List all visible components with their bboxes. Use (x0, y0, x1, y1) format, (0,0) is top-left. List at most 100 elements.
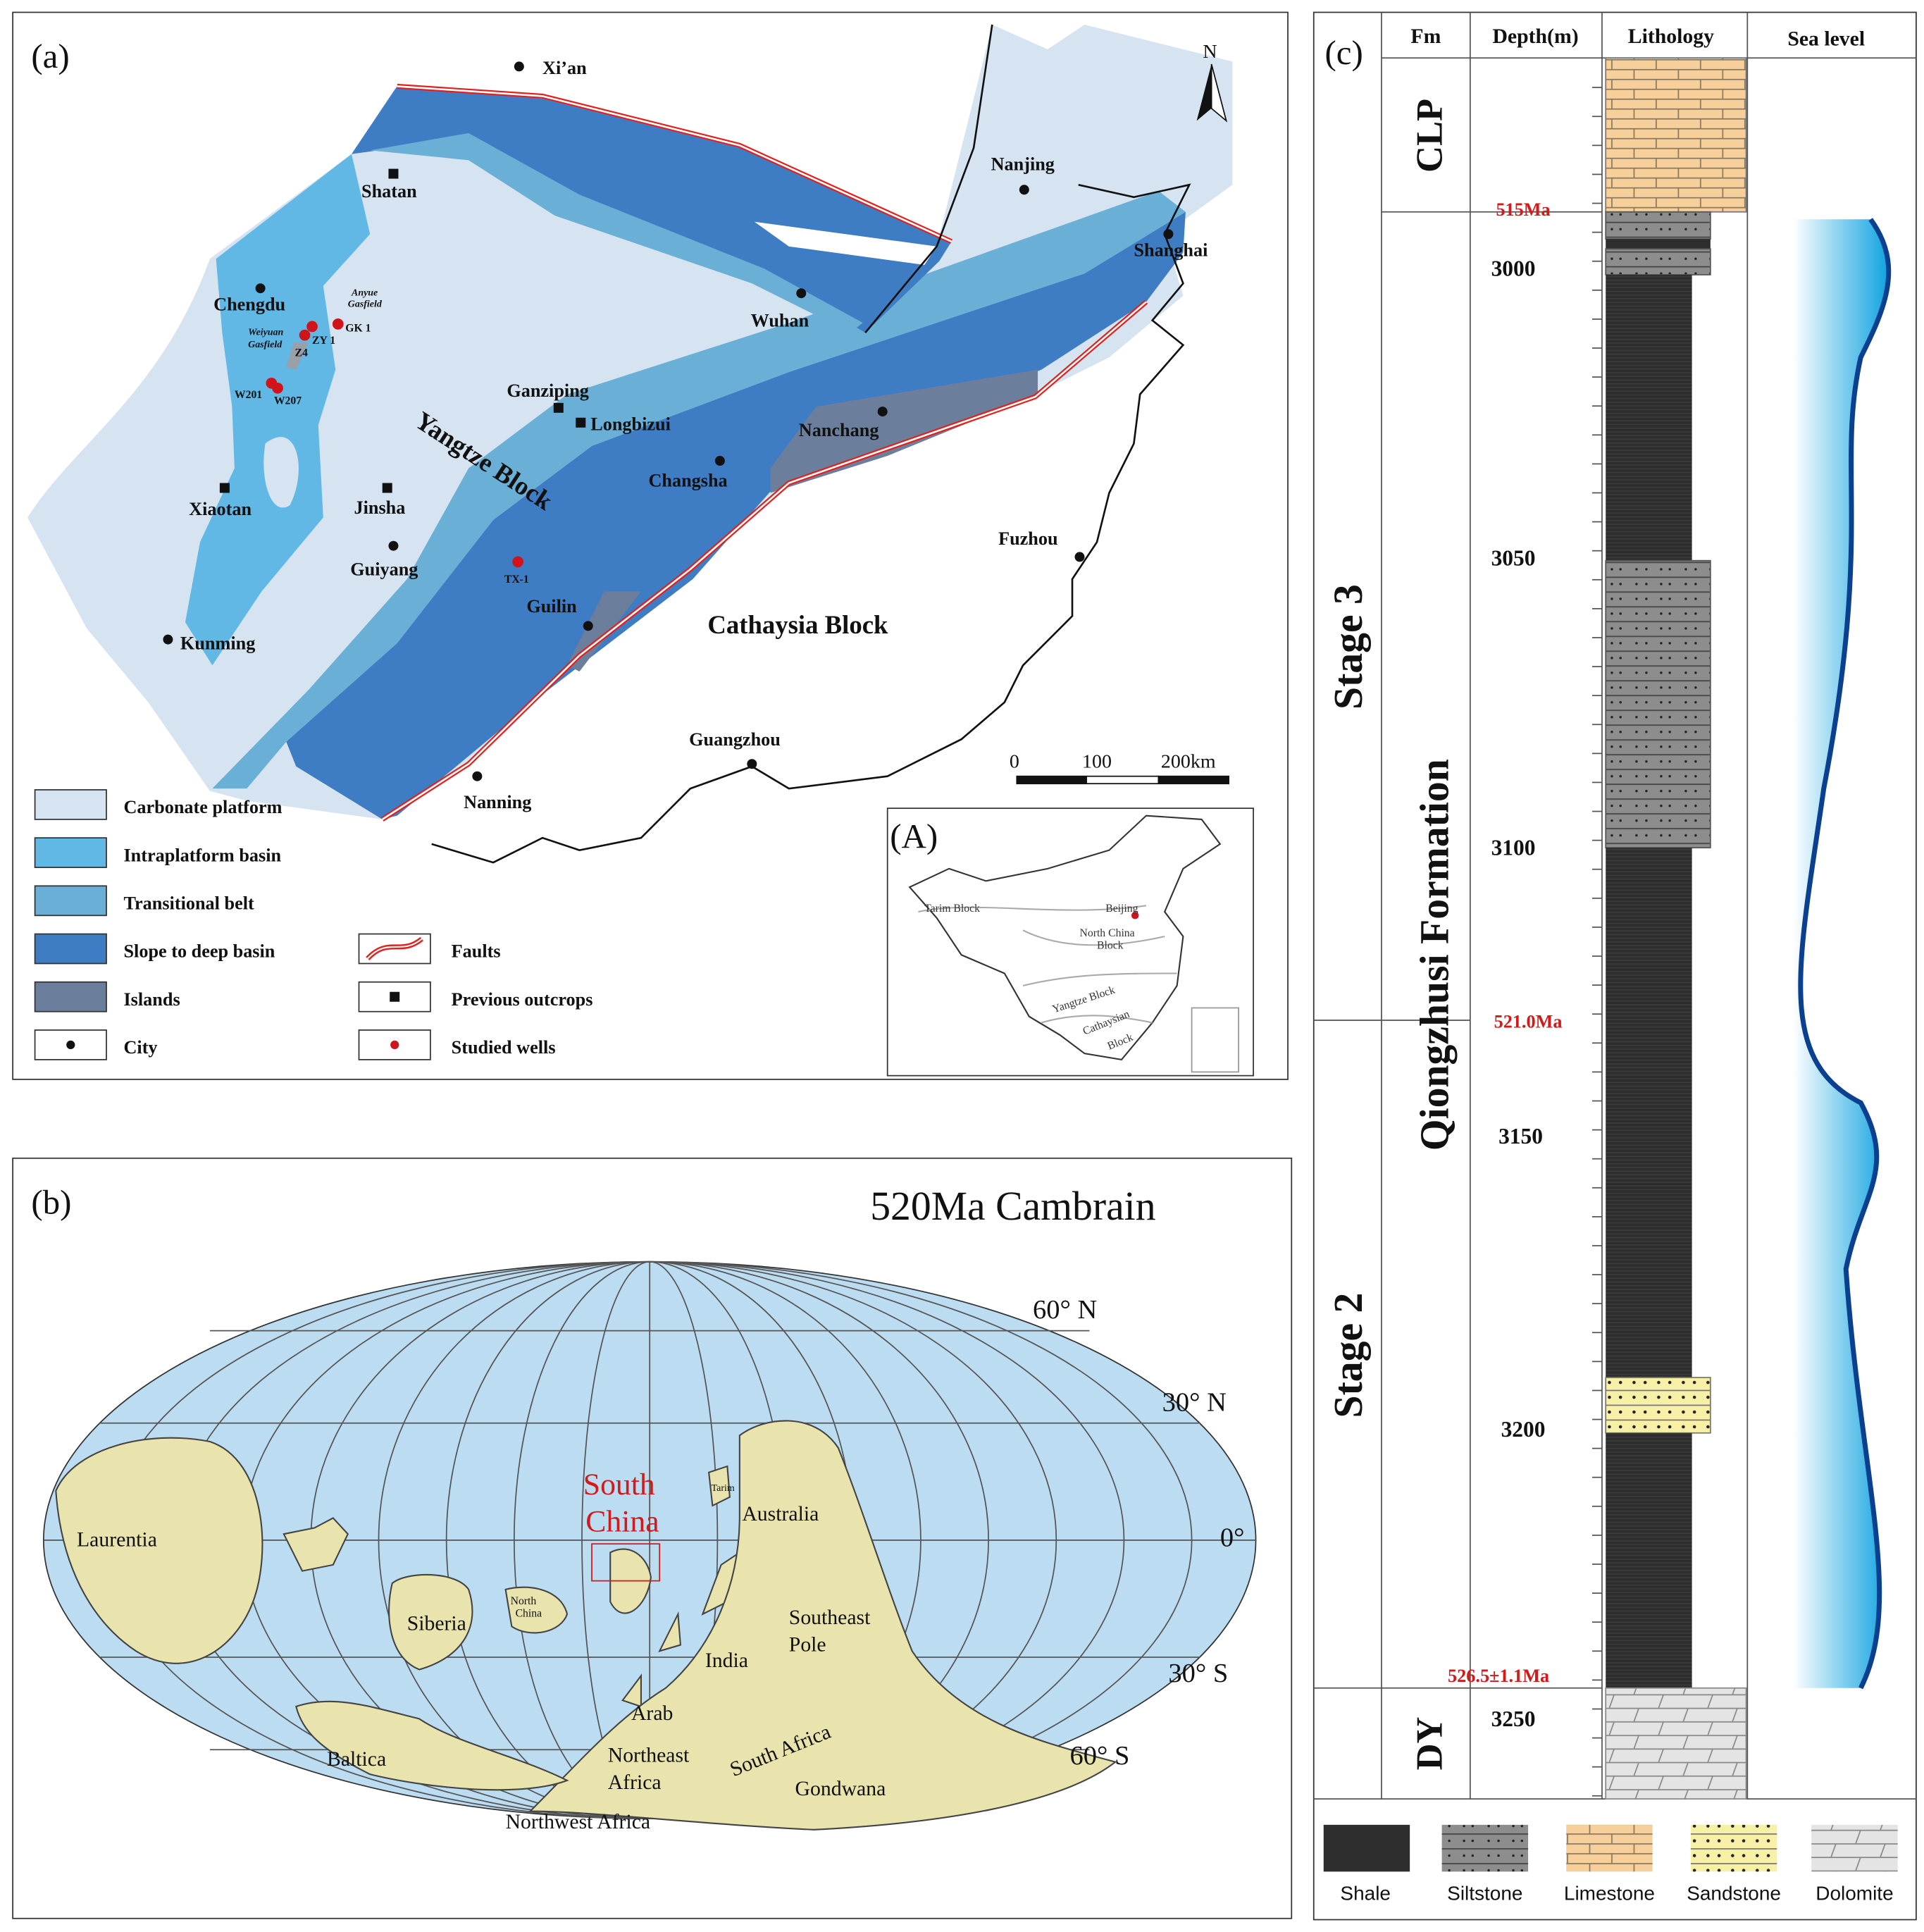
panel-label: (c) (1324, 33, 1363, 72)
coastline (431, 24, 1191, 864)
slope-deep-basin (286, 211, 1186, 819)
depth-label: 3150 (1498, 1124, 1543, 1148)
depth-ticks (1591, 87, 1602, 1797)
well-markers-item (512, 556, 523, 568)
lithology-column (1605, 57, 1747, 1800)
column-header: Depth(m) (1492, 25, 1578, 48)
city-markers-item (388, 168, 399, 179)
lithology-column-item (1605, 559, 1711, 848)
depth-label: 3050 (1491, 546, 1536, 571)
well-markers-item (299, 329, 311, 341)
scale-bar-item (1157, 775, 1229, 785)
fault-inner (382, 85, 1147, 821)
legend-c-item (1441, 1824, 1529, 1872)
continents-item (388, 1573, 473, 1671)
city-markers-item (514, 61, 524, 72)
legend-a-item (34, 981, 107, 1013)
legend-label: Slope to deep basin (123, 941, 275, 962)
city-markers-item (553, 402, 564, 413)
legend-label: Sandstone (1687, 1883, 1781, 1905)
gasfield-label: Gasfield (248, 340, 283, 350)
age-label: 521.0Ma (1494, 1011, 1563, 1032)
legend-a: Carbonate platform Intraplatform basin T… (34, 789, 592, 1060)
city-markers (163, 61, 1174, 781)
inset-map: (A) Tarim Block Beijing North China Bloc… (886, 807, 1254, 1077)
sea-level-area (1793, 219, 1889, 1688)
legend-label: Siltstone (1447, 1883, 1522, 1905)
intraplatform-basin (185, 154, 371, 666)
well-label: GK 1 (345, 322, 371, 334)
block-label: Cathaysia Block (707, 610, 888, 639)
legend-label: Limestone (1564, 1883, 1655, 1905)
legend-c-item (1811, 1824, 1898, 1872)
continent-label: North (511, 1595, 537, 1607)
continents-item (295, 1700, 569, 1791)
gasfield-area (286, 342, 309, 370)
city-label: Ganziping (507, 380, 589, 401)
city-markers-item (1019, 185, 1029, 195)
depth-label: 3200 (1501, 1417, 1546, 1442)
city-label: Xiaotan (189, 499, 252, 519)
city-markers-item (796, 288, 807, 299)
gasfield-label: Gasfield (348, 299, 383, 309)
depth-label: 3000 (1491, 256, 1536, 281)
continent-label: Northwest Africa (506, 1811, 651, 1833)
city-markers-item (219, 483, 230, 493)
well-label: Z4 (295, 347, 308, 359)
latitude-label: 60° S (1070, 1741, 1130, 1771)
column-header: Sea level (1787, 28, 1865, 51)
slope-deep-basin (352, 86, 952, 333)
continents-item (708, 1465, 731, 1507)
city-label: Nanning (464, 792, 531, 812)
lithology-column-item (1605, 211, 1711, 240)
city-label: Longbizui (590, 414, 671, 434)
well-markers-item (332, 318, 344, 330)
lithology-column-item (1606, 239, 1711, 249)
city-markers-item (163, 634, 173, 645)
city-markers-item (388, 540, 399, 551)
city-markers-item (877, 407, 888, 417)
continent-label: Northeast (608, 1745, 690, 1767)
city-label: Wuhan (751, 310, 809, 330)
lithology-column-item (1606, 1432, 1692, 1688)
inset-text: Tarim Block (924, 903, 980, 915)
continent-label: India (705, 1649, 748, 1672)
latitude-label: 60° N (1033, 1295, 1097, 1325)
inset-map-item (1191, 1007, 1239, 1073)
lithology-column-item (1605, 1687, 1747, 1800)
latitude-label: 0° (1220, 1523, 1245, 1553)
city-label: Changsha (648, 471, 727, 491)
legend-c: Shale Siltstone Limestone Sandstone Dolo… (1323, 1824, 1898, 1905)
legend-a-item (34, 933, 107, 965)
gap (754, 221, 937, 265)
panel-a: (a) N Xi’an Shatan Chengdu Nanjing Shang… (12, 11, 1289, 1080)
column-header: Fm (1410, 25, 1441, 48)
panel-title: 520Ma Cambrain (870, 1184, 1155, 1229)
city-label: Shanghai (1134, 240, 1208, 261)
scale-label: 100 (1082, 750, 1112, 772)
legend-a-item (366, 938, 423, 960)
continents-item (283, 1517, 349, 1572)
well-label: W201 (235, 389, 262, 401)
scale-bar: 0 100 200km (1010, 750, 1229, 785)
legend-label: City (123, 1037, 157, 1058)
continent-label: Africa (608, 1771, 662, 1794)
city-label: Guangzhou (689, 729, 781, 750)
inset-map-item (1131, 912, 1139, 919)
gasfield-label: Anyue (351, 288, 378, 299)
legend-label: Carbonate platform (123, 797, 282, 817)
well-label: W207 (274, 395, 302, 407)
islands (567, 369, 1038, 672)
well-labels: GK 1 ZY 1 Z4 W201 W207 TX-1 (235, 322, 529, 586)
city-markers-item (1163, 229, 1174, 240)
city-labels: Xi’an Shatan Chengdu Nanjing Shanghai Wu… (180, 58, 1208, 812)
continent-label: China (516, 1607, 542, 1619)
legend-label: Islands (123, 989, 180, 1010)
city-label: Guilin (526, 596, 577, 617)
legend-label: Shale (1340, 1883, 1391, 1905)
sea-level-curve (1798, 218, 1892, 1690)
city-markers-item (576, 417, 586, 428)
gasfield-label: Weiyuan (248, 328, 283, 338)
